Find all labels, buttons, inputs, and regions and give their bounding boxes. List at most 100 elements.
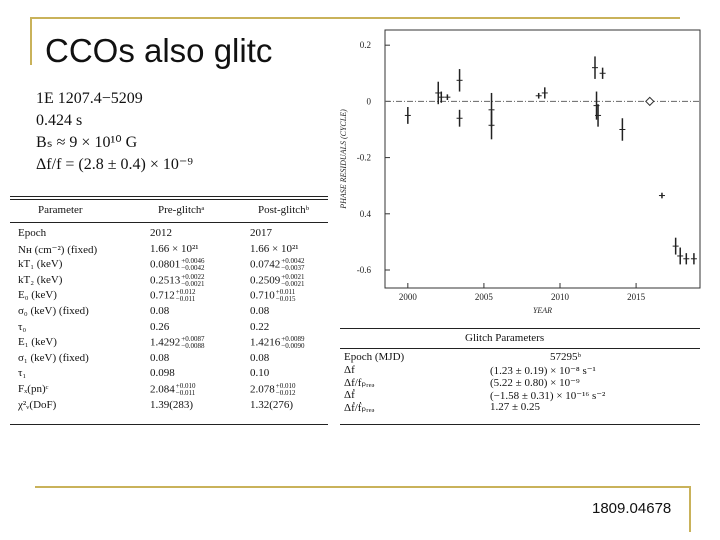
error: +0.0042 −0.0037 [281,258,304,272]
row-label: E₁ (keV) [18,336,57,349]
rule [35,486,691,488]
row-label: kT₁ (keV) [18,258,63,271]
error-up: +0.012 [175,288,196,297]
table-cell: 2.078 +0.010 −0.012 [250,383,295,397]
error-down: −0.012 [275,389,296,397]
error: +0.0021 −0.0021 [281,272,305,288]
error-up: +0.011 [275,288,296,297]
table-rule [10,424,328,425]
column-header: Post-glitchᵇ [258,204,310,216]
table-cell: 0.08 [250,305,270,317]
table-cell: (−1.58 ± 0.31) × 10⁻¹⁶ s⁻² [490,389,606,402]
row-label: Δḟ/ḟₚᵣₑₔ [344,402,375,414]
table-cell: 0.0801 +0.0046 −0.0042 [150,258,204,272]
y-tick-label: 0.2 [360,40,371,50]
source-glitch: Δf/f = (2.8 ± 0.4) × 10⁻⁹ [36,156,193,173]
table-title: Glitch Parameters [465,332,545,344]
row-label: Epoch [18,227,47,239]
value: 1.4216 [250,336,281,349]
error-down: −0.0021 [181,279,205,288]
source-info: 1E 1207.4−5209 0.424 s Bₛ ≈ 9 × 10¹⁰ G Δ… [36,88,193,176]
error-down: −0.0021 [281,279,305,288]
table-cell: 0.0742 +0.0042 −0.0037 [250,258,304,272]
table-cell: 0.2513 +0.0022 −0.0021 [150,272,205,288]
row-label: Fₓ(pn)ᶜ [18,383,49,395]
table-cell: 1.66 × 10²¹ [150,242,199,255]
error-up: +0.0087 [181,335,205,344]
row-label: E₀ (keV) [18,289,57,302]
table-cell: 0.08 [150,305,170,317]
table-cell: 1.4292 +0.0087 −0.0088 [150,336,204,350]
table-cell: 2012 [150,227,172,239]
value: 0.712 [150,289,175,302]
glitch-table: Glitch Parameters Epoch (MJD) 57295ᵇ Δf (1.2… [340,328,700,428]
x-tick-label: 2015 [627,292,646,302]
table-cell: 1.27 ± 0.25 [490,401,541,413]
table-rule [340,328,700,329]
error-down: −0.0037 [281,264,305,273]
table-cell: 1.39(283) [150,398,194,411]
rule [30,17,32,65]
table-cell: 0.26 [150,320,170,333]
error-down: −0.011 [175,295,196,304]
error: +0.0022 −0.0021 [181,272,205,288]
row-label: τ₀ [18,320,27,333]
table-rule [10,199,328,200]
row-label: σ₀ (keV) (fixed) [18,305,89,317]
value: 0.2513 [150,274,181,287]
x-tick-label: 2005 [475,292,494,302]
error: +0.010 −0.012 [276,383,296,397]
row-label: kT₂ (keV) [18,273,63,286]
table-cell: (5.22 ± 0.80) × 10⁻⁹ [490,377,580,389]
table-cell: 0.712 +0.012 −0.011 [150,289,195,303]
table-rule [340,348,700,349]
table-rule [10,196,328,197]
error-down: −0.0088 [181,342,205,351]
value: 0.0742 [250,258,281,271]
x-tick-label: 2010 [551,292,570,302]
plot-frame [384,29,701,289]
error-up: +0.0021 [281,272,305,281]
value: 2.078 [250,383,275,396]
rule [689,486,691,532]
error: +0.010 −0.011 [176,383,196,397]
glitch-marker [645,96,655,107]
row-label: τ₁ [18,367,27,380]
spectral-table: Parameter Pre-glitchᵃ Post-glitchᵇ Epoch 201… [10,193,328,428]
table-cell: 0.710 +0.011 −0.015 [250,289,295,303]
error-up: +0.0022 [181,272,205,281]
y-tick-label: -0.2 [357,153,371,163]
x-axis-label: YEAR [533,306,552,315]
source-field: Bₛ ≈ 9 × 10¹⁰ G [36,134,138,151]
table-cell: 0.22 [250,320,270,333]
row-label: σ₁ (keV) (fixed) [18,351,89,364]
table-cell: 1.32(276) [250,398,294,411]
error-down: −0.0090 [281,342,305,351]
y-tick-label: 0.4 [360,209,372,219]
error-down: −0.015 [275,295,296,304]
error-up: +0.0089 [281,335,305,344]
column-header: Pre-glitchᵃ [158,204,205,216]
table-cell: 0.2509 +0.0021 −0.0021 [250,272,305,288]
slide-title: CCOs also glitc [45,32,273,69]
value: 1.4292 [150,336,181,349]
rule [30,17,680,19]
row-label: χ²ᵥ(DoF) [18,398,57,411]
error-down: −0.0042 [181,264,205,273]
table-cell: 0.08 [150,351,170,364]
error: +0.0089 −0.0090 [281,336,304,350]
table-cell: 1.66 × 10²¹ [250,242,299,255]
x-tick-label: 2000 [399,292,418,302]
table-cell: 57295ᵇ [550,351,581,363]
y-axis-label: PHASE RESIDUALS (CYCLE) [339,109,348,210]
row-label: Δḟ [344,388,355,401]
value: 0.0801 [150,258,181,271]
table-cell: (1.23 ± 0.19) × 10⁻⁸ s⁻¹ [490,364,596,377]
source-name: 1E 1207.4−5209 [36,90,143,107]
error: +0.0046 −0.0042 [181,258,204,272]
value: 0.2509 [250,274,281,287]
table-cell: 2.084 +0.010 −0.011 [150,383,195,397]
error: +0.0087 −0.0088 [181,336,204,350]
error-down: −0.011 [175,389,196,397]
